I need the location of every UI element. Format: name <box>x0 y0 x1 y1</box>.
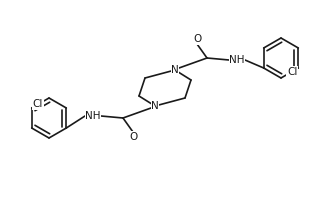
Text: O: O <box>129 132 137 142</box>
Text: Cl: Cl <box>33 99 43 109</box>
Text: N: N <box>171 65 179 75</box>
Text: O: O <box>193 34 201 44</box>
Text: Cl: Cl <box>287 67 297 77</box>
Text: N: N <box>151 101 159 111</box>
Text: NH: NH <box>85 111 101 121</box>
Text: NH: NH <box>229 55 245 65</box>
